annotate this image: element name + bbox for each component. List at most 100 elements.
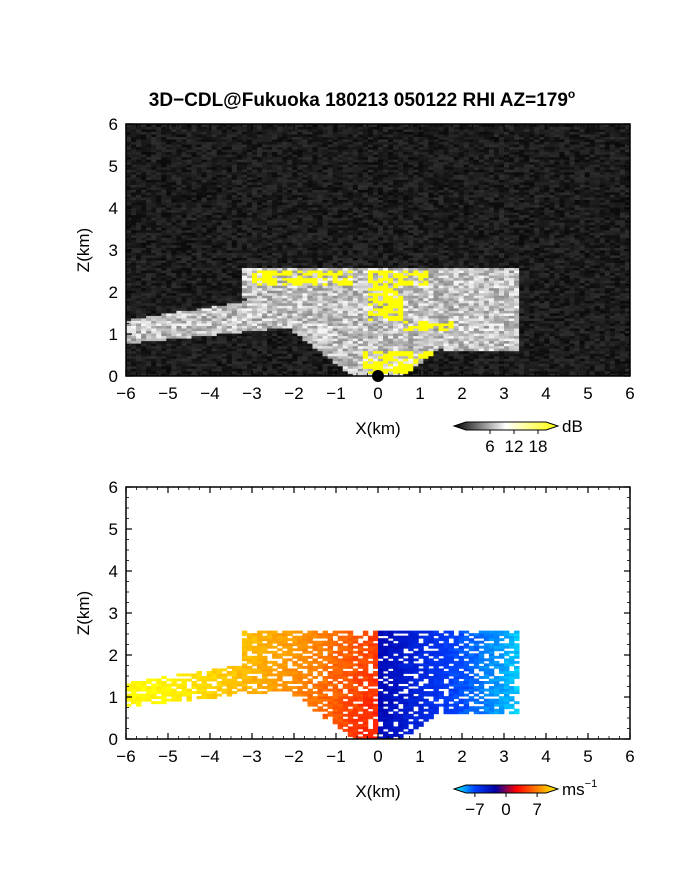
intensity-cell [246, 212, 253, 216]
intensity-cell [257, 282, 263, 286]
intensity-cell [241, 348, 248, 352]
intensity-cell [362, 146, 369, 150]
intensity-cell [176, 212, 182, 216]
intensity-cell [312, 131, 318, 135]
intensity-cell [282, 368, 288, 372]
intensity-cell [302, 199, 308, 203]
intensity-cell [367, 204, 374, 208]
intensity-cell [337, 187, 344, 190]
intensity-cell [201, 212, 208, 216]
intensity-cell [181, 194, 187, 198]
intensity-cell [277, 202, 283, 206]
intensity-cell [347, 277, 354, 281]
intensity-cell [166, 202, 172, 206]
intensity-cell [226, 360, 233, 364]
intensity-cell [347, 358, 354, 362]
intensity-cell [151, 136, 157, 140]
intensity-cell [241, 222, 248, 226]
intensity-cell [231, 302, 238, 306]
intensity-field [126, 124, 631, 382]
intensity-cell [176, 161, 182, 165]
intensity-cell [262, 126, 268, 130]
intensity-cell [282, 285, 288, 289]
intensity-cell [141, 174, 147, 178]
intensity-cell [186, 149, 192, 153]
intensity-cell [181, 129, 187, 132]
intensity-cell [352, 166, 359, 170]
intensity-cell [372, 141, 379, 145]
intensity-cell [332, 197, 339, 200]
intensity-cell [322, 277, 328, 281]
intensity-cell [161, 207, 167, 211]
intensity-cell [221, 285, 228, 289]
intensity-cell [277, 330, 283, 334]
intensity-cell [176, 365, 182, 369]
intensity-cell [196, 318, 202, 321]
intensity-cell [277, 360, 283, 364]
intensity-cell [246, 242, 253, 246]
intensity-cell [161, 265, 167, 269]
intensity-cell [297, 252, 303, 256]
intensity-cell [287, 338, 293, 342]
intensity-cell [332, 212, 339, 216]
intensity-cell [292, 232, 298, 236]
intensity-cell [186, 292, 192, 296]
intensity-cell [131, 227, 137, 231]
intensity-cell [211, 373, 218, 377]
intensity-cell [262, 348, 268, 352]
intensity-cell [312, 257, 318, 261]
intensity-cell [231, 325, 238, 329]
intensity-cell [246, 300, 253, 304]
intensity-cell [302, 164, 308, 168]
intensity-cell [206, 199, 213, 203]
intensity-cell [151, 373, 157, 377]
intensity-cell [141, 237, 147, 241]
intensity-cell [282, 237, 288, 241]
intensity-cell [297, 277, 303, 281]
intensity-cell [211, 323, 218, 326]
intensity-cell [292, 285, 298, 289]
intensity-cell [146, 350, 152, 354]
intensity-cell [367, 313, 374, 316]
intensity-cell [317, 255, 323, 258]
intensity-cell [196, 214, 202, 218]
intensity-cell [337, 207, 344, 211]
intensity-cell [262, 252, 268, 256]
intensity-cell [161, 355, 167, 359]
intensity-cell [312, 353, 318, 357]
intensity-cell [282, 363, 288, 367]
intensity-cell [246, 297, 253, 301]
intensity-cell [257, 368, 263, 372]
intensity-cell [282, 239, 288, 243]
intensity-cell [282, 146, 288, 150]
intensity-cell [307, 262, 313, 266]
intensity-cell [337, 275, 344, 279]
intensity-cell [367, 124, 374, 127]
intensity-cell [211, 169, 218, 173]
intensity-cell [151, 297, 157, 301]
intensity-cell [342, 360, 349, 364]
intensity-cell [156, 255, 162, 258]
intensity-cell [272, 242, 278, 246]
intensity-cell [252, 323, 258, 326]
intensity-cell [126, 197, 132, 200]
intensity-cell [131, 154, 137, 158]
intensity-cell [126, 179, 132, 183]
intensity-cell [307, 277, 313, 281]
intensity-cell [161, 277, 167, 281]
intensity-cell [342, 285, 349, 289]
intensity-cell [211, 149, 218, 153]
intensity-cell [126, 141, 132, 145]
intensity-cell [342, 330, 349, 334]
intensity-cell [151, 277, 157, 281]
intensity-cell [257, 365, 263, 369]
intensity-cell [131, 330, 137, 334]
intensity-cell [166, 355, 172, 359]
intensity-cell [216, 360, 223, 364]
intensity-cell [136, 343, 142, 347]
intensity-cell [287, 242, 293, 246]
intensity-cell [322, 174, 328, 178]
intensity-cell [191, 126, 197, 130]
intensity-cell [146, 307, 152, 311]
intensity-cell [226, 126, 233, 130]
